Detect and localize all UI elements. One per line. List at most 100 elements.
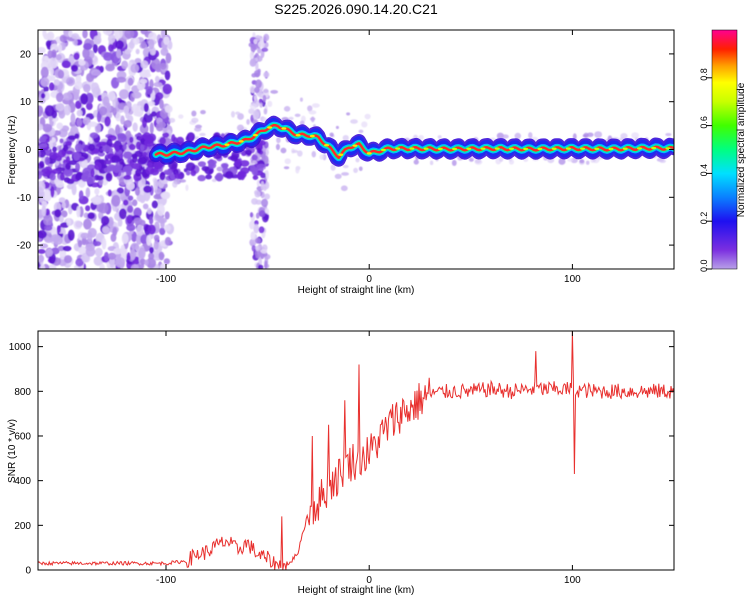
noise-blob (43, 91, 50, 101)
noise-blob (77, 240, 83, 248)
colorbar-ticks: 0.0 0.2 0.4 0.6 0.8 (699, 68, 712, 272)
noise-blob (631, 132, 640, 139)
noise-blob (104, 116, 111, 127)
noise-blob (88, 121, 98, 127)
noise-blob (159, 263, 167, 269)
colorbar-tick-label: 0.2 (699, 212, 709, 225)
noise-blob (133, 207, 142, 218)
noise-blob (185, 184, 189, 191)
noise-blob (307, 105, 313, 112)
noise-blob (172, 180, 178, 188)
noise-blob (113, 164, 121, 174)
noise-blob (101, 237, 107, 250)
noise-blob (107, 34, 116, 44)
noise-blob (358, 129, 364, 134)
noise-blob (76, 117, 83, 127)
noise-blob (254, 190, 261, 198)
noise-blob (163, 224, 171, 232)
noise-blob (115, 40, 124, 50)
noise-blob (98, 211, 104, 220)
noise-blob (235, 111, 241, 115)
noise-blob (258, 210, 266, 218)
noise-blob (123, 120, 132, 128)
noise-blob (42, 189, 52, 202)
noise-blob (284, 158, 291, 165)
ridge-highlight (651, 146, 657, 150)
noise-blob (248, 108, 255, 115)
noise-blob (55, 92, 64, 103)
noise-blob (153, 194, 162, 200)
noise-blob (255, 79, 262, 89)
noise-blob (73, 39, 78, 46)
colorbar-tick-label: 0.6 (699, 116, 709, 129)
ridge-highlight (423, 147, 429, 150)
noise-blob (140, 143, 145, 152)
noise-blob (147, 224, 156, 235)
noise-blob (132, 37, 140, 45)
noise-blob (319, 154, 325, 160)
noise-blob (117, 133, 127, 143)
ridge-highlight (267, 126, 273, 129)
noise-blob (61, 125, 70, 132)
ridge-highlight (338, 153, 344, 156)
noise-blob (246, 119, 250, 125)
ridge-highlight (395, 147, 401, 150)
noise-blob (252, 175, 259, 180)
noise-blob (51, 49, 57, 59)
noise-blob (39, 143, 48, 148)
noise-blob (135, 141, 142, 150)
noise-blob (91, 69, 101, 77)
noise-blob (42, 123, 53, 133)
noise-blob (40, 167, 51, 177)
noise-blob (57, 69, 65, 79)
noise-blob (83, 43, 93, 50)
noise-blob (67, 229, 75, 241)
noise-blob (115, 257, 126, 268)
noise-blob (340, 185, 348, 192)
noise-blob (102, 96, 110, 107)
noise-blob (153, 82, 163, 88)
noise-blob (108, 44, 114, 52)
noise-blob (93, 35, 102, 45)
noise-blob (75, 258, 84, 267)
noise-blob (40, 264, 46, 269)
noise-blob (145, 165, 155, 175)
noise-blob (132, 122, 138, 132)
ridge-highlight (252, 133, 258, 137)
noise-blob (185, 170, 191, 176)
noise-blob (260, 249, 268, 254)
noise-blob (295, 165, 301, 171)
noise-blob (220, 162, 229, 168)
noise-blob (67, 135, 77, 141)
noise-blob (99, 106, 108, 116)
noise-blob (83, 83, 91, 93)
noise-blob (267, 100, 273, 108)
noise-blob (251, 245, 256, 252)
noise-blob (413, 159, 419, 165)
noise-blob (508, 159, 515, 165)
noise-blob (106, 138, 113, 147)
noise-blob (76, 171, 83, 178)
noise-blob (451, 159, 457, 166)
noise-blob (185, 162, 196, 172)
noise-blob (41, 55, 50, 66)
spectrogram-xlabel: Height of straight line (km) (298, 285, 415, 296)
noise-blob (96, 175, 104, 181)
noise-blob (163, 36, 170, 45)
noise-blob (56, 122, 64, 130)
noise-blobs (38, 30, 674, 269)
noise-blob (127, 195, 134, 201)
noise-blob (496, 132, 504, 140)
noise-blob (329, 132, 334, 137)
noise-blob (40, 77, 50, 87)
noise-blob (142, 132, 151, 141)
noise-blob (123, 105, 130, 115)
noise-blob (155, 92, 164, 100)
noise-blob (299, 120, 305, 126)
noise-blob (130, 264, 140, 269)
noise-blob (81, 158, 88, 170)
noise-blob (38, 137, 47, 143)
noise-blob (191, 117, 199, 123)
noise-blob (83, 218, 92, 230)
